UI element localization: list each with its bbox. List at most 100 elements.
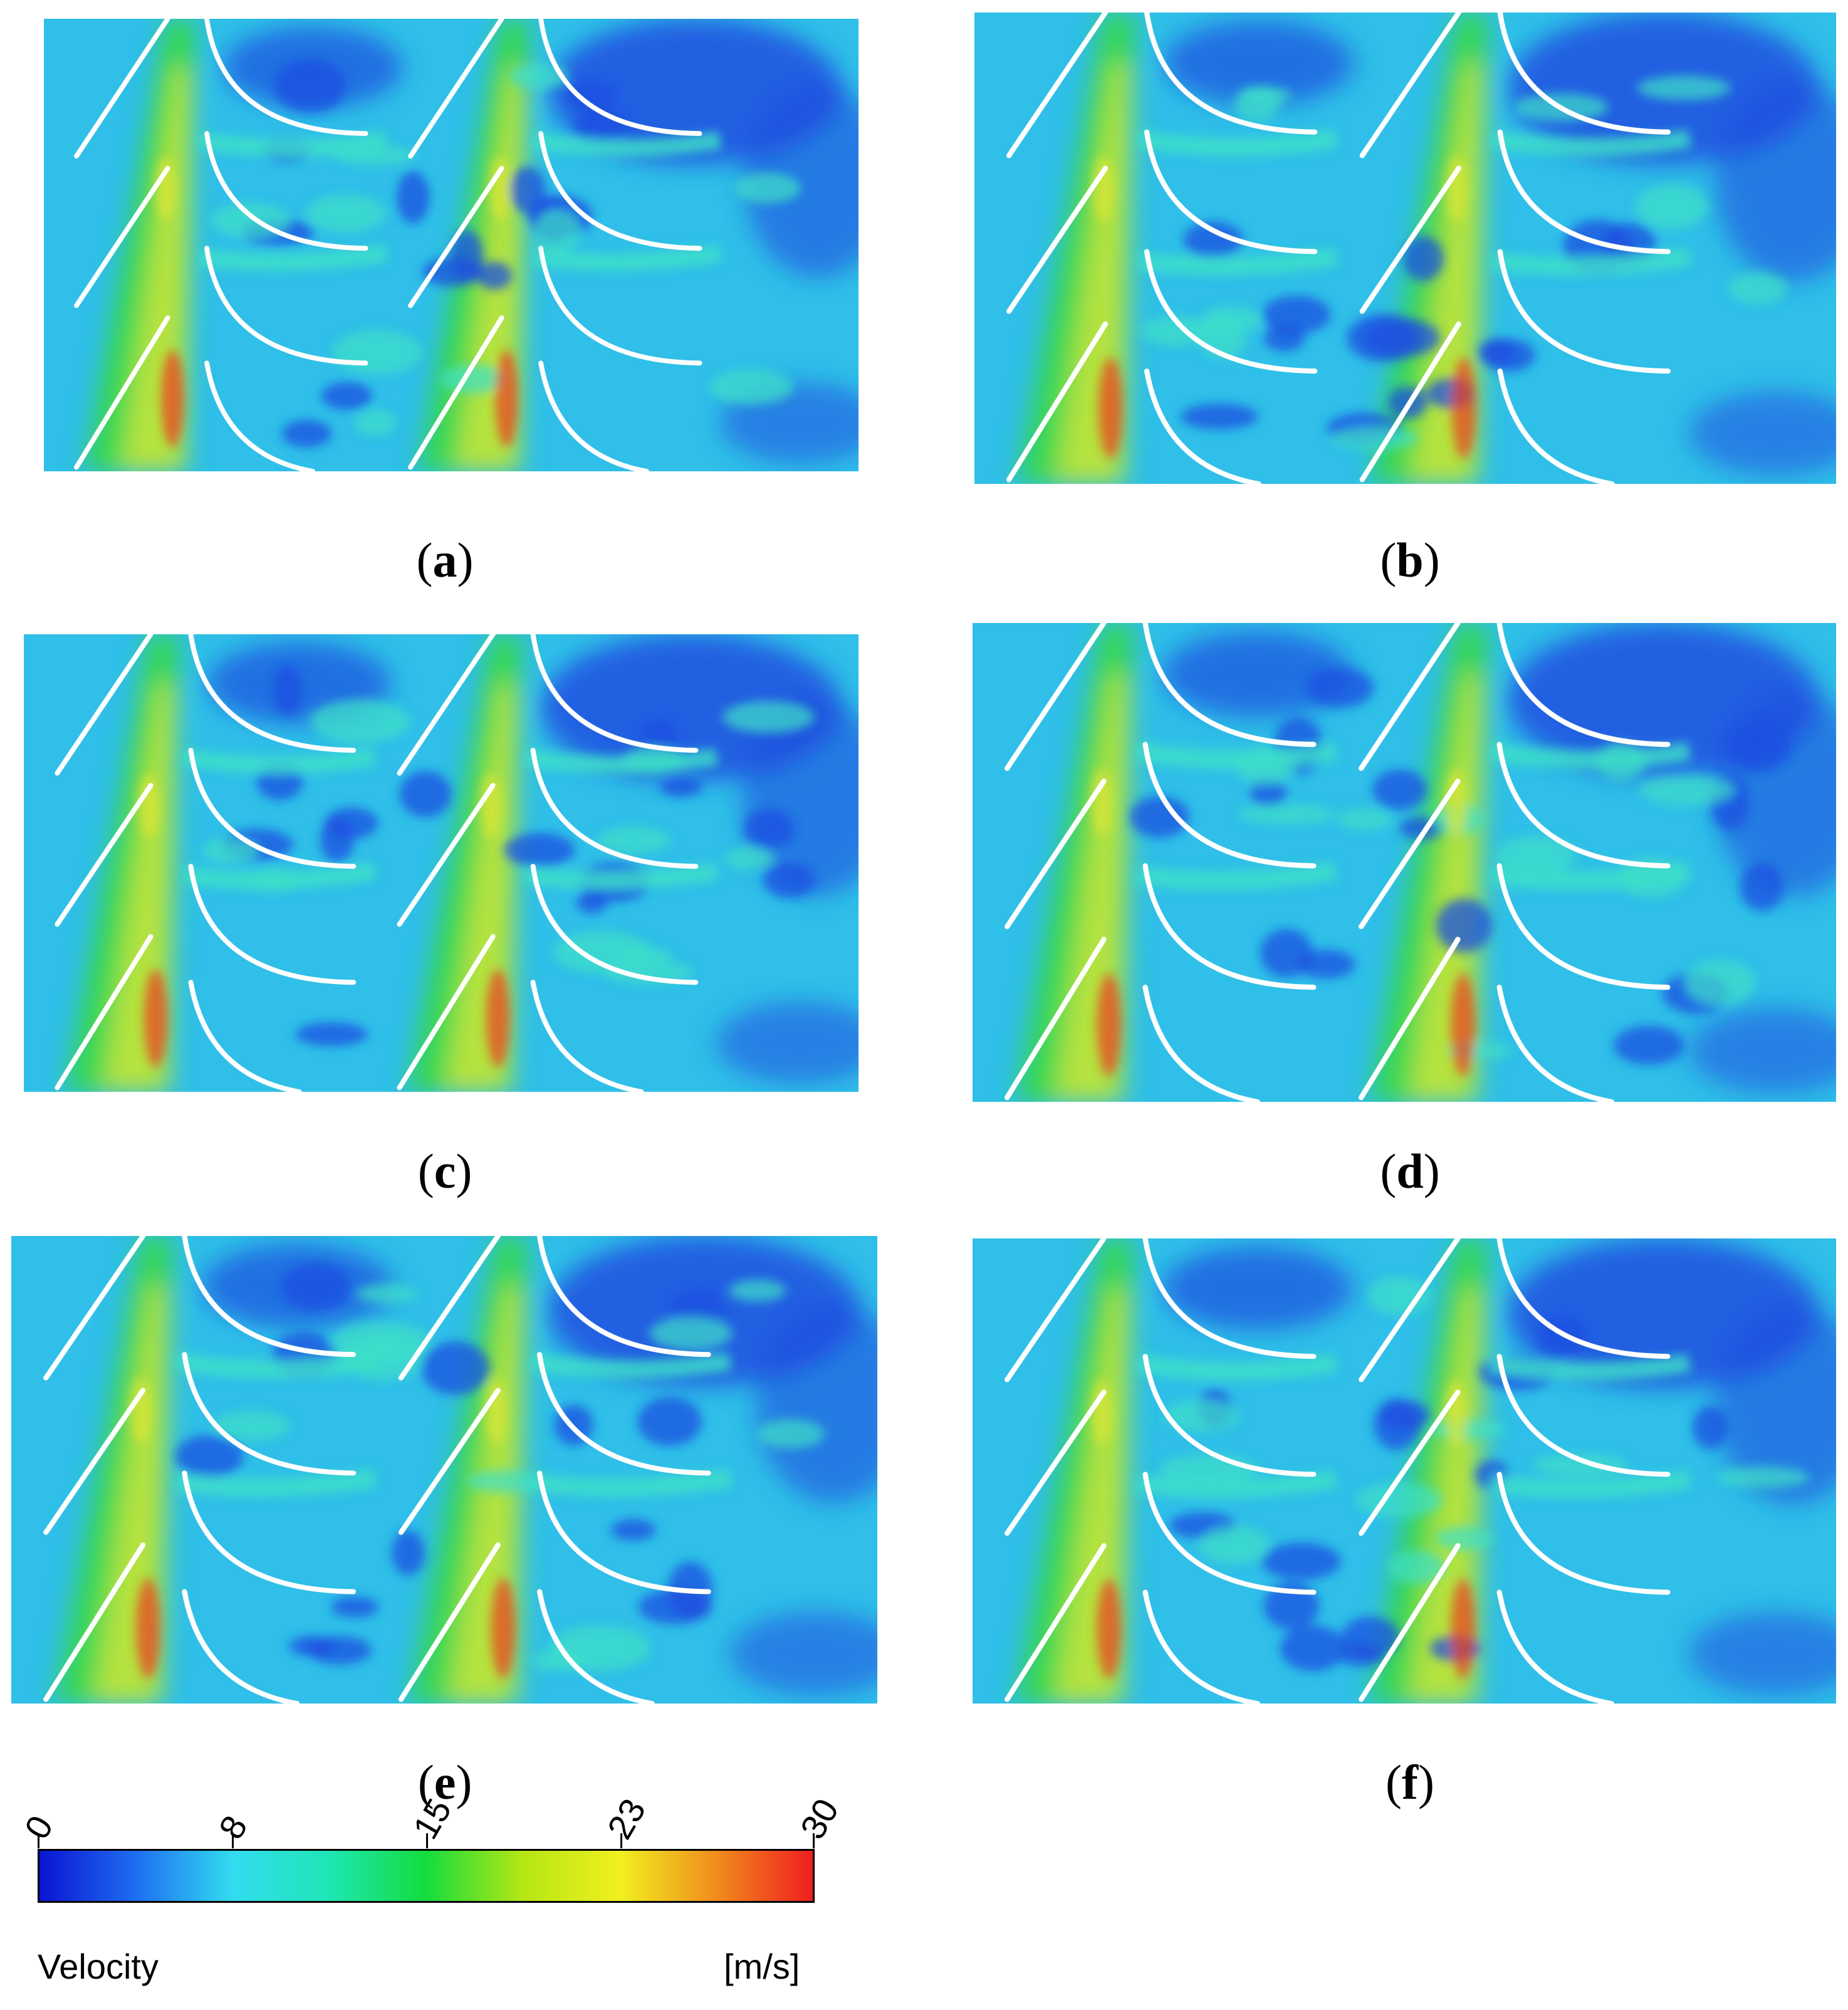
runner-blade <box>1144 13 1318 135</box>
guide-vane <box>1004 1238 1107 1383</box>
colorbar-tick <box>813 1833 815 1848</box>
runner-blade <box>188 634 357 753</box>
guide-vane <box>1004 1543 1107 1702</box>
guide-vane <box>408 19 504 159</box>
runner-blade <box>1142 1354 1317 1477</box>
guide-vane <box>55 634 154 776</box>
runner-blade <box>536 1470 711 1594</box>
guide-vane <box>43 1236 146 1381</box>
colorbar-tick <box>620 1833 622 1848</box>
runner-blade <box>1142 1472 1317 1595</box>
colorbar-unit-label: [m/s] <box>724 1947 800 1986</box>
guide-vane <box>398 1236 501 1381</box>
guide-vane <box>74 19 170 159</box>
panel-b <box>974 13 1836 484</box>
guide-vane <box>1358 623 1461 772</box>
panel-f <box>973 1238 1836 1704</box>
guide-vane <box>43 1542 146 1702</box>
guide-vane <box>1004 936 1107 1101</box>
runner-blade <box>530 748 699 869</box>
guide-vane <box>1358 778 1461 929</box>
guide-vane <box>1006 13 1109 159</box>
blade-group <box>1006 13 1671 484</box>
guide-vane <box>74 165 170 308</box>
blade-group <box>55 634 699 1092</box>
runner-blade <box>1142 1238 1317 1359</box>
panel-d <box>973 623 1836 1102</box>
guide-vane <box>1358 1238 1461 1383</box>
runner-blade <box>538 246 702 366</box>
velocity-colorbar <box>38 1849 815 1903</box>
guide-vane <box>1004 1390 1107 1536</box>
blade-group <box>43 1236 711 1704</box>
runner-blade <box>1497 13 1671 135</box>
caption-c: (c) <box>417 1144 472 1198</box>
caption-a: (a) <box>416 533 474 587</box>
caption-d: (d) <box>1380 1144 1440 1198</box>
runner-blade <box>1142 1589 1260 1704</box>
colorbar-tick <box>426 1833 428 1848</box>
guide-vane <box>1359 321 1461 483</box>
runner-blade <box>1496 985 1614 1102</box>
runner-blade <box>1496 1238 1671 1359</box>
runner-blade <box>182 1470 357 1594</box>
blade-group <box>74 19 702 471</box>
runner-blade <box>204 19 368 136</box>
guide-vane <box>74 315 170 470</box>
guide-vane <box>55 783 154 927</box>
runner-blade <box>538 19 702 136</box>
runner-blade <box>530 980 644 1092</box>
blade-group <box>1004 1238 1671 1704</box>
runner-blade <box>1142 623 1317 747</box>
contour-plot <box>24 634 859 1092</box>
runner-blade <box>1142 741 1317 869</box>
guide-vane <box>408 165 504 308</box>
guide-vane <box>397 783 496 927</box>
guide-vane <box>1358 1543 1461 1702</box>
runner-blade <box>1496 1472 1671 1595</box>
runner-blade <box>204 246 368 366</box>
contour-plot <box>11 1236 877 1704</box>
caption-f: (f) <box>1386 1755 1434 1809</box>
runner-blade <box>536 1352 711 1476</box>
runner-blade <box>1497 249 1671 374</box>
runner-blade <box>530 864 699 985</box>
runner-blade <box>204 360 315 471</box>
guide-vane <box>398 1388 501 1535</box>
guide-vane <box>1359 13 1461 159</box>
colorbar-tick-label: 30 <box>792 1792 847 1846</box>
caption-b: (b) <box>1380 533 1440 587</box>
panel-e <box>11 1236 877 1704</box>
guide-vane <box>397 934 496 1091</box>
colorbar-tick <box>38 1833 39 1848</box>
runner-blade <box>1496 863 1671 990</box>
guide-vane <box>1006 321 1109 483</box>
runner-blade <box>1144 249 1318 374</box>
runner-blade <box>1144 129 1318 254</box>
guide-vane <box>1006 165 1109 314</box>
runner-blade <box>1144 369 1261 484</box>
guide-vane <box>1004 623 1107 772</box>
runner-blade <box>536 1236 711 1358</box>
runner-blade <box>1142 985 1260 1102</box>
runner-blade <box>1496 741 1671 869</box>
guide-vane <box>55 934 154 1091</box>
runner-blade <box>1497 369 1615 484</box>
guide-vane <box>1358 936 1461 1101</box>
runner-blade <box>188 980 302 1092</box>
runner-blade <box>188 864 357 985</box>
guide-vane <box>408 315 504 470</box>
runner-blade <box>182 1352 357 1476</box>
runner-blade <box>1496 1354 1671 1477</box>
colorbar-tick-label: 23 <box>599 1792 654 1846</box>
guide-vane <box>1004 778 1107 929</box>
runner-blade <box>204 131 368 251</box>
colorbar-variable-label: Velocity <box>38 1947 159 1986</box>
contour-plot <box>974 13 1836 484</box>
contour-plot <box>973 623 1836 1102</box>
guide-vane <box>397 634 496 776</box>
runner-blade <box>1496 1589 1614 1704</box>
contour-plot <box>44 19 859 471</box>
colorbar-tick <box>232 1833 234 1848</box>
contour-plot <box>973 1238 1836 1704</box>
